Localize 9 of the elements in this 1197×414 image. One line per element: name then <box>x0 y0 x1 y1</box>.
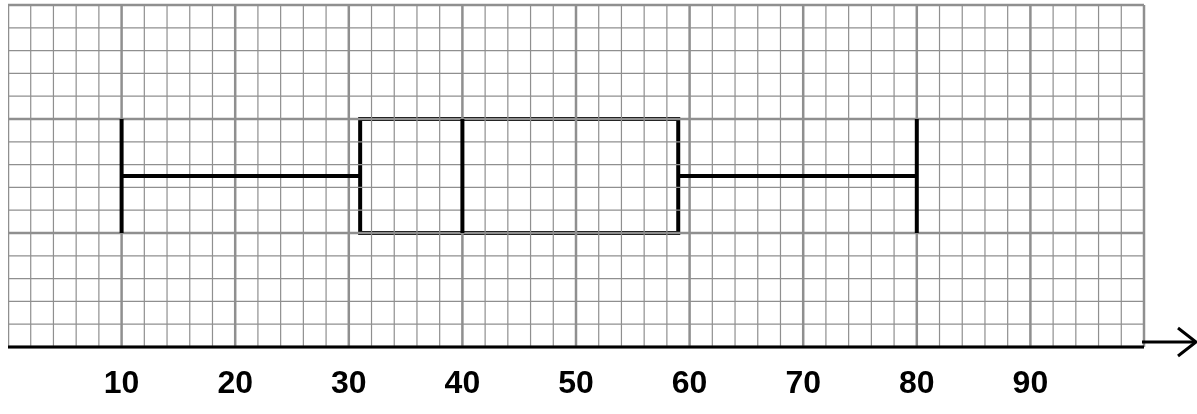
x-tick-label: 30 <box>331 364 367 400</box>
x-tick-label: 80 <box>899 364 935 400</box>
x-tick-label: 40 <box>444 364 481 400</box>
x-tick-label: 50 <box>558 364 594 400</box>
x-tick-label: 20 <box>217 364 253 400</box>
x-tick-label: 60 <box>671 364 708 400</box>
x-tick-label: 70 <box>785 364 821 400</box>
x-tick-label: 90 <box>1012 364 1049 400</box>
x-tick-label: 10 <box>103 364 140 400</box>
